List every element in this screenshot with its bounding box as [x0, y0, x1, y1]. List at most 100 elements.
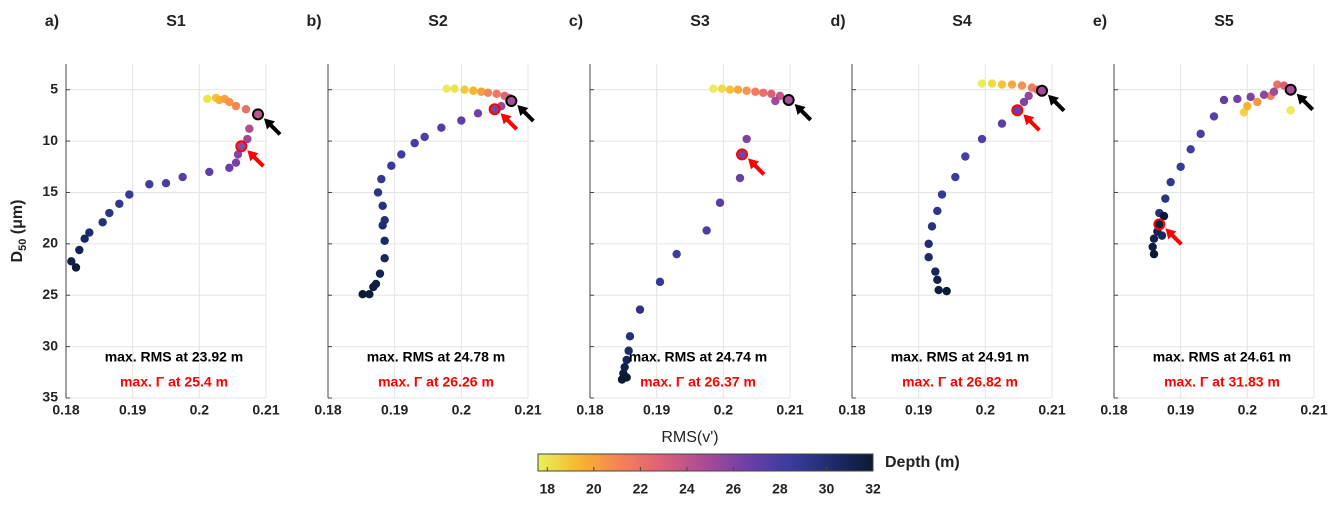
x-tick-label: 0.21 — [1300, 402, 1327, 418]
point — [715, 198, 725, 207]
point — [161, 179, 171, 188]
x-tick-label: 0.19 — [1167, 402, 1194, 418]
point — [1019, 97, 1029, 107]
point — [709, 84, 718, 93]
point — [380, 254, 389, 263]
point — [1209, 112, 1219, 121]
point — [225, 97, 234, 107]
panel-label: c) — [569, 13, 583, 30]
panel-title: S3 — [690, 13, 710, 30]
point — [437, 123, 446, 132]
x-tick-label: 0.18 — [1100, 402, 1127, 418]
y-label-unit: (μm) — [9, 200, 26, 239]
x-tick-label: 0.18 — [52, 402, 79, 418]
point — [98, 218, 107, 227]
point — [365, 290, 374, 299]
point — [410, 138, 419, 148]
point — [655, 277, 665, 287]
point — [702, 226, 711, 235]
point — [1286, 106, 1295, 115]
x-tick-label: 0.21 — [776, 402, 803, 418]
point — [373, 188, 383, 197]
colorbar-tick-label: 20 — [586, 481, 602, 497]
annotation: max. RMS at 24.74 m — [629, 349, 768, 365]
x-tick-label: 0.19 — [643, 402, 670, 418]
point — [1219, 95, 1229, 105]
point — [735, 173, 745, 183]
x-tick-label: 0.18 — [838, 402, 865, 418]
point — [1196, 129, 1205, 139]
point — [771, 96, 780, 106]
point — [483, 88, 493, 97]
x-tick-label: 0.18 — [576, 402, 603, 418]
point — [1186, 145, 1195, 154]
point — [672, 249, 681, 259]
point — [241, 105, 251, 114]
point — [469, 86, 478, 95]
point — [387, 161, 396, 170]
colorbar — [537, 453, 874, 472]
point — [751, 87, 760, 96]
point — [231, 158, 241, 167]
panel-label: a) — [45, 13, 59, 30]
point — [942, 286, 951, 296]
colorbar-tick-label: 28 — [772, 481, 788, 497]
y-label-sub: 50 — [17, 239, 29, 251]
point — [1159, 211, 1169, 221]
point — [624, 346, 633, 355]
arrow-head — [1165, 228, 1177, 240]
point — [1007, 80, 1017, 89]
annotation: max. Γ at 26.82 m — [902, 374, 1018, 390]
point — [375, 269, 385, 278]
point — [1148, 242, 1157, 252]
point — [951, 172, 960, 182]
colorbar-tick-label: 22 — [633, 481, 649, 497]
y-tick-label: 10 — [42, 132, 58, 148]
point — [625, 332, 635, 341]
point — [759, 88, 768, 97]
point — [125, 190, 134, 199]
y-tick-label: 15 — [42, 183, 58, 199]
x-tick-label: 0.19 — [119, 402, 146, 418]
point — [1013, 106, 1022, 115]
point — [85, 228, 94, 237]
point — [1239, 108, 1249, 117]
point — [420, 132, 429, 142]
point — [178, 172, 187, 182]
arrow-head — [264, 118, 275, 130]
panel-label: b) — [306, 13, 321, 30]
highlight-point — [505, 94, 518, 107]
point — [1259, 90, 1269, 100]
point — [492, 89, 501, 99]
point — [635, 305, 645, 314]
point — [927, 222, 937, 231]
annotation: max. RMS at 24.91 m — [891, 349, 1030, 365]
point — [622, 355, 631, 365]
point — [237, 142, 246, 151]
point — [1286, 85, 1295, 94]
highlight-point — [1036, 84, 1048, 97]
point — [961, 152, 970, 161]
point — [997, 80, 1007, 89]
point — [1161, 194, 1170, 203]
y-axis-label: D50 (μm) — [9, 200, 29, 263]
y-tick-label: 30 — [42, 337, 58, 353]
point — [733, 85, 743, 94]
colorbar-tick-label: 30 — [819, 481, 835, 497]
point — [397, 150, 406, 159]
x-tick-label: 0.18 — [314, 402, 341, 418]
point — [71, 263, 81, 272]
highlight-point — [782, 93, 795, 106]
annotation: max. RMS at 24.61 m — [1153, 349, 1292, 365]
point — [987, 79, 997, 88]
point — [933, 275, 942, 285]
point — [924, 239, 933, 249]
highlight-point — [1153, 218, 1166, 231]
point — [358, 290, 367, 299]
point — [1037, 86, 1047, 95]
point — [1149, 249, 1159, 259]
point — [977, 79, 987, 88]
point — [924, 253, 933, 262]
y-tick-label: 35 — [42, 389, 58, 405]
